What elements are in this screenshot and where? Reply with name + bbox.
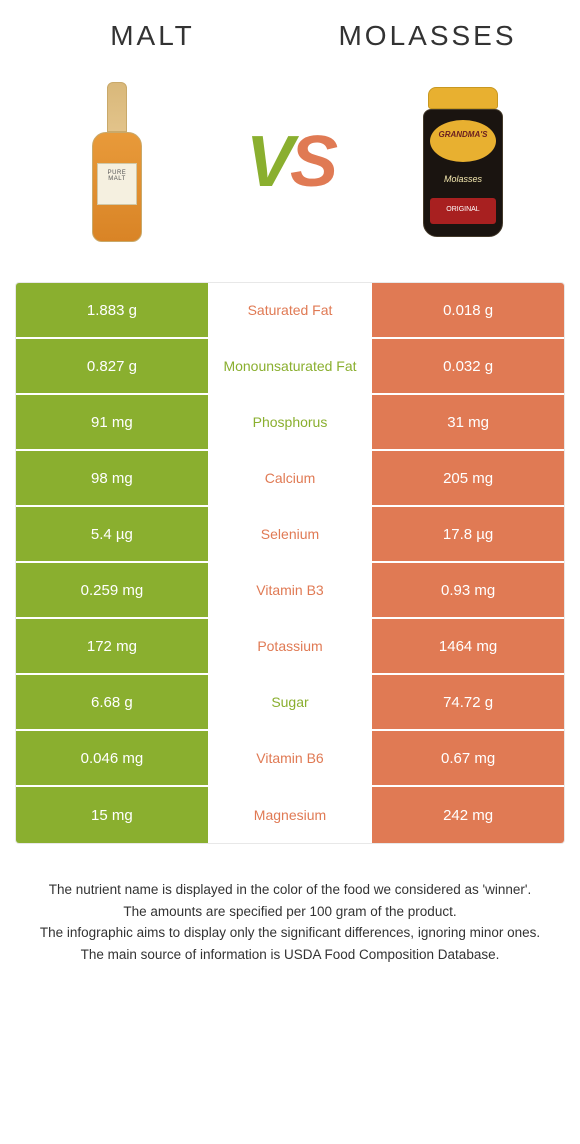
- value-left: 5.4 µg: [16, 507, 208, 561]
- title-left: MALT: [15, 20, 290, 52]
- nutrient-label: Vitamin B3: [208, 563, 372, 617]
- value-left: 6.68 g: [16, 675, 208, 729]
- value-right: 74.72 g: [372, 675, 564, 729]
- value-right: 1464 mg: [372, 619, 564, 673]
- header-titles: MALT MOLASSES: [15, 20, 565, 52]
- value-right: 0.67 mg: [372, 731, 564, 785]
- nutrient-label: Calcium: [208, 451, 372, 505]
- value-right: 0.032 g: [372, 339, 564, 393]
- value-left: 1.883 g: [16, 283, 208, 337]
- value-left: 0.259 mg: [16, 563, 208, 617]
- vs-s: S: [290, 122, 334, 202]
- nutrient-label: Saturated Fat: [208, 283, 372, 337]
- footer-notes: The nutrient name is displayed in the co…: [15, 879, 565, 965]
- value-left: 15 mg: [16, 787, 208, 843]
- table-row: 1.883 gSaturated Fat0.018 g: [16, 283, 564, 339]
- nutrient-label: Selenium: [208, 507, 372, 561]
- value-right: 205 mg: [372, 451, 564, 505]
- vs-v: V: [246, 122, 290, 202]
- footer-line: The nutrient name is displayed in the co…: [25, 879, 555, 901]
- value-right: 0.018 g: [372, 283, 564, 337]
- vs-label: VS: [246, 121, 334, 203]
- value-right: 0.93 mg: [372, 563, 564, 617]
- jar-variant-label: ORIGINAL: [430, 198, 496, 224]
- table-row: 98 mgCalcium205 mg: [16, 451, 564, 507]
- footer-line: The infographic aims to display only the…: [25, 922, 555, 944]
- table-row: 0.046 mgVitamin B60.67 mg: [16, 731, 564, 787]
- value-left: 98 mg: [16, 451, 208, 505]
- nutrient-table: 1.883 gSaturated Fat0.018 g0.827 gMonoun…: [15, 282, 565, 844]
- value-left: 91 mg: [16, 395, 208, 449]
- jar-brand-label: GRANDMA'S: [430, 120, 496, 162]
- product-images-row: PURE MALT VS GRANDMA'S Molasses ORIGINAL: [15, 72, 565, 252]
- malt-image: PURE MALT: [42, 77, 192, 247]
- bottle-icon: PURE MALT: [92, 82, 142, 242]
- value-right: 242 mg: [372, 787, 564, 843]
- nutrient-label: Potassium: [208, 619, 372, 673]
- table-row: 5.4 µgSelenium17.8 µg: [16, 507, 564, 563]
- value-left: 0.046 mg: [16, 731, 208, 785]
- nutrient-label: Vitamin B6: [208, 731, 372, 785]
- table-row: 0.827 gMonounsaturated Fat0.032 g: [16, 339, 564, 395]
- molasses-image: GRANDMA'S Molasses ORIGINAL: [388, 77, 538, 247]
- jar-product-label: Molasses: [430, 168, 496, 194]
- table-row: 0.259 mgVitamin B30.93 mg: [16, 563, 564, 619]
- nutrient-label: Magnesium: [208, 787, 372, 843]
- jar-icon: GRANDMA'S Molasses ORIGINAL: [423, 87, 503, 237]
- value-right: 31 mg: [372, 395, 564, 449]
- table-row: 15 mgMagnesium242 mg: [16, 787, 564, 843]
- footer-line: The amounts are specified per 100 gram o…: [25, 901, 555, 923]
- footer-line: The main source of information is USDA F…: [25, 944, 555, 966]
- nutrient-label: Phosphorus: [208, 395, 372, 449]
- table-row: 91 mgPhosphorus31 mg: [16, 395, 564, 451]
- bottle-label: PURE MALT: [97, 163, 137, 205]
- title-right: MOLASSES: [290, 20, 565, 52]
- nutrient-label: Monounsaturated Fat: [208, 339, 372, 393]
- value-left: 0.827 g: [16, 339, 208, 393]
- value-right: 17.8 µg: [372, 507, 564, 561]
- value-left: 172 mg: [16, 619, 208, 673]
- nutrient-label: Sugar: [208, 675, 372, 729]
- table-row: 6.68 gSugar74.72 g: [16, 675, 564, 731]
- table-row: 172 mgPotassium1464 mg: [16, 619, 564, 675]
